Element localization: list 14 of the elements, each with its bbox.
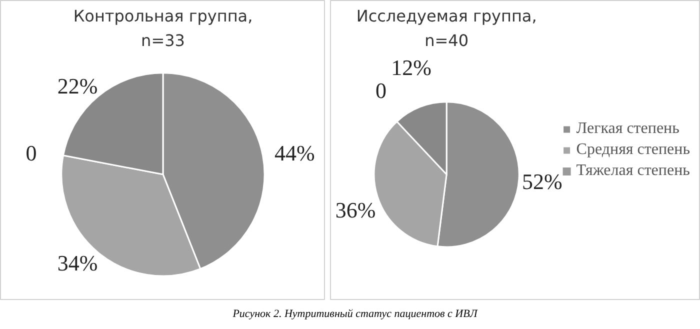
- data-label: 52%: [522, 169, 562, 194]
- data-label: 34%: [57, 250, 98, 276]
- text: 0: [26, 140, 37, 166]
- text: 0: [376, 78, 387, 104]
- legend-label: Легкая степень: [576, 120, 680, 138]
- chart-title: Контрольная группа, n=33: [73, 6, 253, 50]
- data-label: 22%: [57, 73, 98, 98]
- legend-label: Тяжелая степень: [576, 162, 690, 180]
- data-label: 44%: [274, 140, 315, 166]
- text: Рисунок 2. Нутритивный статус пациентов с ИВЛ: [232, 308, 478, 320]
- chart-title: Исследуемая группа, n=40: [356, 6, 537, 50]
- legend-label: Средняя степень: [576, 141, 690, 159]
- data-label: 36%: [335, 197, 376, 222]
- data-label: 12%: [391, 55, 432, 80]
